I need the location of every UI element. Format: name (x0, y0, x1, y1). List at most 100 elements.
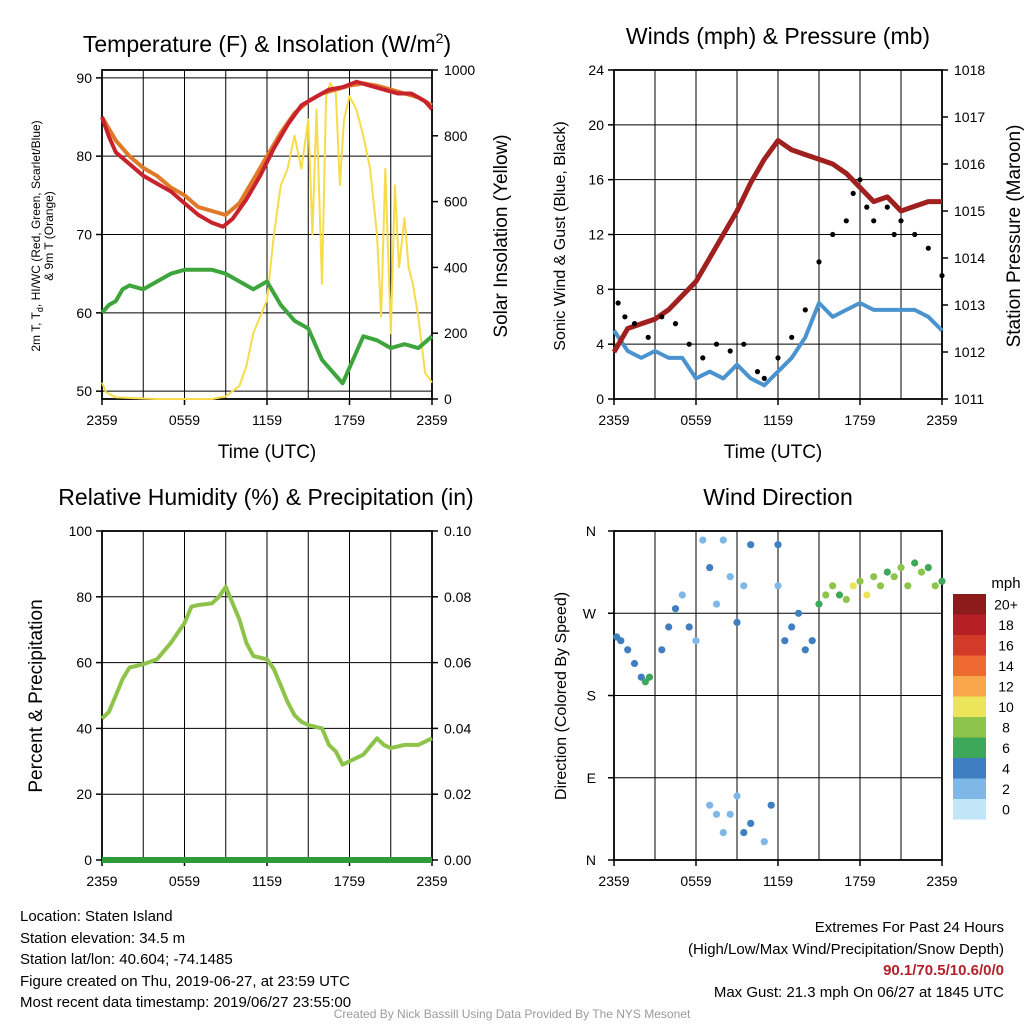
y-tick-label: 4 (596, 336, 604, 352)
legend-swatch (953, 676, 986, 697)
y-tick-label: 100 (69, 523, 93, 539)
humidity-ylabel-left: Percent & Precipitation (26, 599, 47, 792)
y-tick-label: E (587, 770, 596, 786)
gust-point (700, 355, 706, 361)
y2-tick-label: 0.10 (444, 523, 471, 539)
y2-tick-label: 1016 (954, 156, 985, 172)
x-tick-label: 0559 (680, 412, 711, 428)
y-tick-label: 90 (76, 70, 92, 86)
y2-tick-label: 400 (444, 259, 468, 275)
direction-point (917, 568, 926, 576)
y-tick-label: 60 (76, 655, 92, 671)
direction-point (911, 559, 919, 567)
y-tick-label: 40 (76, 720, 92, 736)
gust-point (686, 341, 692, 347)
y2-tick-label: 1000 (444, 62, 475, 78)
legend-swatch (953, 758, 986, 779)
gust-point (645, 334, 651, 340)
gust-point (939, 273, 945, 279)
x-tick-label: 2359 (416, 873, 447, 889)
legend-swatch (953, 635, 986, 656)
legend-swatch (953, 594, 986, 615)
direction-point (630, 659, 639, 668)
direction-chart: Wind Direction Direction (Colored By Spe… (553, 484, 1021, 889)
legend-label: 2 (1002, 781, 1010, 797)
direction-point (890, 573, 898, 581)
max-gust: Max Gust: 21.3 mph On 06/27 at 1845 UTC (713, 983, 1004, 1001)
winds-chart-title: Winds (mph) & Pressure (mb) (626, 23, 930, 49)
y2-tick-label: 0.02 (444, 786, 471, 802)
y2-tick-label: 1017 (954, 109, 985, 125)
x-tick-label: 1159 (252, 873, 282, 889)
y-tick-label: 80 (76, 589, 92, 605)
y2-tick-label: 800 (444, 128, 468, 144)
direction-point (740, 829, 748, 837)
gust-point (884, 204, 890, 210)
gust-point (615, 300, 621, 306)
legend-label: 14 (998, 658, 1014, 674)
station-location: Location: Staten Island (20, 908, 173, 925)
x-tick-label: 2359 (598, 873, 629, 889)
gust-point (891, 231, 897, 238)
y-tick-label: 20 (76, 786, 92, 802)
y2-tick-label: 0.06 (444, 655, 471, 671)
gust-point (672, 321, 679, 327)
station-elevation: Station elevation: 34.5 m (20, 929, 186, 947)
x-tick-label: 1759 (844, 412, 875, 428)
winds-ylabel-right: Station Pressure (Maroon) (1004, 125, 1024, 348)
x-tick-label: 2359 (86, 412, 117, 428)
gust-point (727, 348, 733, 354)
legend-swatch (953, 655, 986, 676)
x-tick-label: 1759 (334, 412, 365, 428)
station-latlon: Station lat/lon: 40.604; -74.1485 (20, 951, 233, 968)
temperature-series-line (100, 267, 434, 386)
x-tick-label: 2359 (416, 412, 447, 428)
direction-point (774, 582, 782, 590)
legend-label: 4 (1002, 760, 1010, 776)
direction-chart-title: Wind Direction (703, 484, 853, 510)
y-tick-label: 12 (588, 227, 604, 243)
direction-point (712, 600, 721, 608)
temperature-series-line (100, 79, 434, 229)
y2-tick-label: 1018 (954, 62, 985, 78)
y-tick-label: W (583, 605, 597, 621)
legend-swatch (953, 717, 986, 738)
direction-point (719, 536, 727, 544)
y2-tick-label: 1012 (954, 344, 985, 360)
legend-label: 0 (1002, 801, 1010, 817)
station-info: Location: Staten Island Station elevatio… (20, 906, 351, 1014)
gust-point (871, 218, 877, 224)
direction-legend-title: mph (991, 575, 1020, 592)
humidity-chart-title: Relative Humidity (%) & Precipitation (i… (58, 484, 473, 510)
x-tick-label: 1759 (844, 873, 875, 889)
temperature-chart-title: Temperature (F) & Insolation (W/m2) (83, 30, 451, 57)
legend-swatch (953, 778, 986, 799)
x-tick-label: 0559 (680, 873, 711, 889)
direction-point (671, 605, 680, 613)
legend-label: 6 (1002, 740, 1010, 756)
credit-line: Created By Nick Bassill Using Data Provi… (333, 1007, 691, 1021)
direction-point (808, 637, 816, 645)
direction-point (624, 646, 632, 654)
y-tick-label: 0 (84, 852, 92, 868)
direction-point (726, 810, 734, 818)
gust-point (850, 190, 856, 196)
direction-point (617, 637, 625, 645)
y-tick-label: N (586, 852, 596, 868)
y2-tick-label: 1014 (954, 250, 985, 266)
temperature-ylabel-right: Solar Insolation (Yellow) (491, 134, 512, 337)
winds-ylabel-left: Sonic Wind & Gust (Blue, Black) (552, 121, 569, 350)
direction-point (856, 577, 864, 585)
gust-point (622, 314, 628, 320)
wind-speed-line (612, 301, 944, 388)
gust-point (816, 259, 822, 265)
pressure-line (611, 138, 942, 354)
y-tick-label: 50 (76, 383, 92, 399)
x-tick-label: 1159 (763, 412, 793, 428)
figure-created: Figure created on Thu, 2019-06-27, at 23… (20, 972, 350, 990)
direction-point (645, 673, 654, 681)
direction-point (699, 536, 707, 544)
legend-label: 8 (1002, 719, 1010, 735)
direction-point (870, 573, 878, 581)
legend-swatch (953, 799, 986, 820)
